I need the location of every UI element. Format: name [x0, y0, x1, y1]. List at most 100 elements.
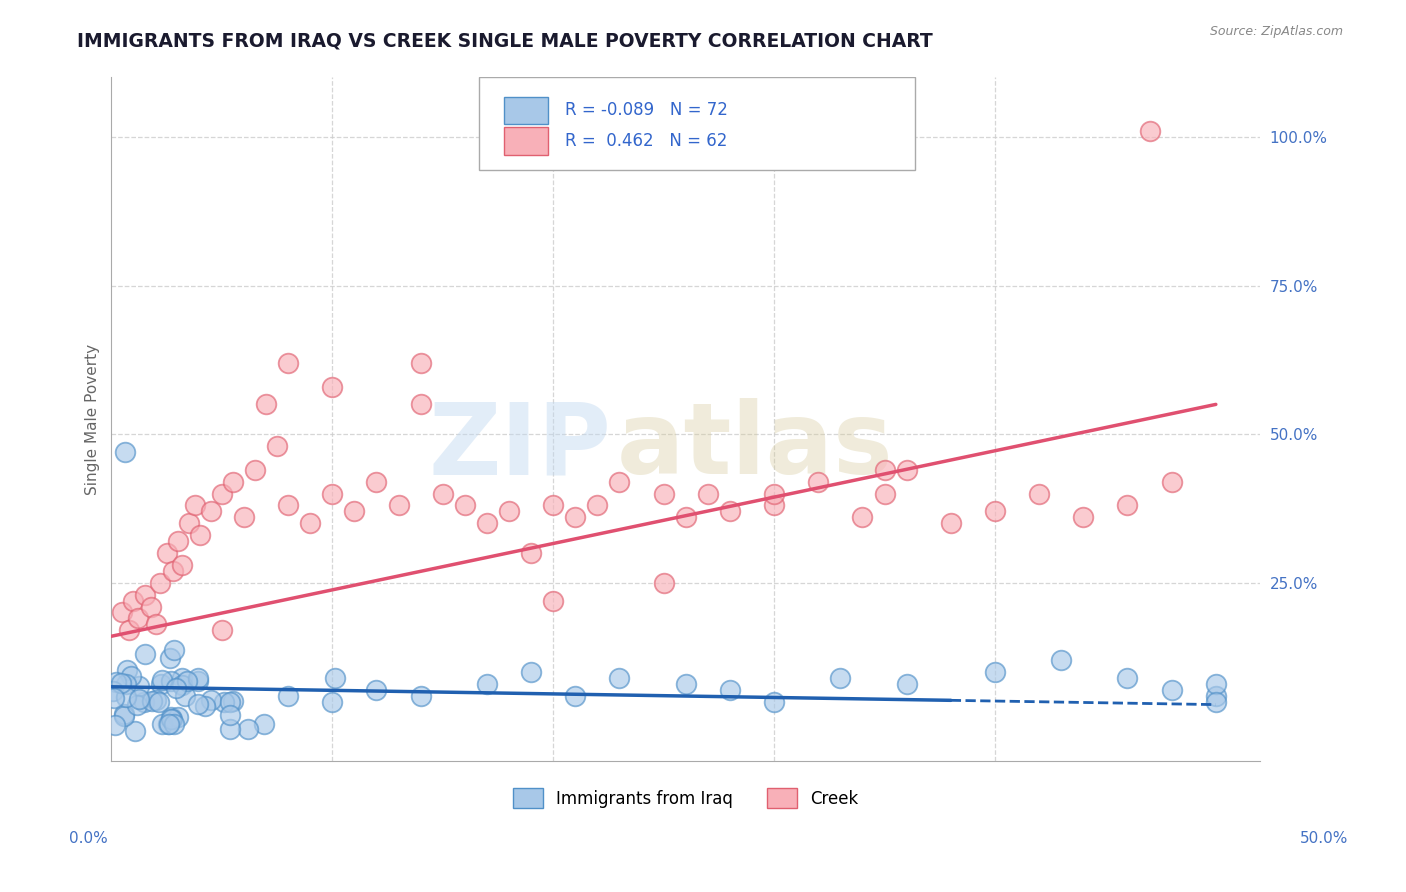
Point — [1050, 653, 1073, 667]
Point — [277, 689, 299, 703]
Point — [366, 682, 388, 697]
Point — [984, 504, 1007, 518]
Point — [763, 486, 786, 500]
Point — [675, 510, 697, 524]
Point — [830, 671, 852, 685]
Point — [114, 445, 136, 459]
Point — [807, 475, 830, 489]
Point — [409, 397, 432, 411]
Point — [134, 647, 156, 661]
Point — [156, 546, 179, 560]
Point — [105, 675, 128, 690]
Point — [173, 690, 195, 704]
Text: atlas: atlas — [617, 398, 893, 495]
Point — [134, 588, 156, 602]
Point — [432, 486, 454, 500]
Y-axis label: Single Male Poverty: Single Male Poverty — [86, 343, 100, 495]
Point — [718, 682, 741, 697]
FancyBboxPatch shape — [505, 128, 548, 154]
Point — [1160, 475, 1182, 489]
Legend: Immigrants from Iraq, Creek: Immigrants from Iraq, Creek — [506, 781, 865, 814]
Point — [696, 486, 718, 500]
Point — [149, 676, 172, 690]
Point — [564, 510, 586, 524]
Point — [1116, 499, 1139, 513]
Point — [200, 693, 222, 707]
Point — [321, 695, 343, 709]
Point — [221, 694, 243, 708]
Text: 50.0%: 50.0% — [1301, 831, 1348, 846]
Point — [254, 397, 277, 411]
Point — [188, 528, 211, 542]
Point — [1205, 677, 1227, 691]
Point — [763, 499, 786, 513]
Point — [873, 463, 896, 477]
Point — [541, 499, 564, 513]
Point — [222, 475, 245, 489]
Point — [145, 693, 167, 707]
Point — [266, 439, 288, 453]
Point — [366, 475, 388, 489]
Point — [163, 643, 186, 657]
Point — [122, 593, 145, 607]
Point — [141, 599, 163, 614]
Point — [763, 695, 786, 709]
Point — [159, 674, 181, 689]
Point — [115, 663, 138, 677]
Point — [498, 504, 520, 518]
Point — [170, 678, 193, 692]
Point — [409, 356, 432, 370]
Point — [277, 356, 299, 370]
Point — [134, 695, 156, 709]
FancyBboxPatch shape — [505, 96, 548, 124]
Point — [200, 504, 222, 518]
Point — [219, 695, 242, 709]
Point — [184, 499, 207, 513]
Point — [141, 694, 163, 708]
Point — [162, 712, 184, 726]
Text: ZIP: ZIP — [429, 398, 612, 495]
Point — [541, 593, 564, 607]
Point — [150, 673, 173, 687]
Point — [162, 564, 184, 578]
Point — [718, 504, 741, 518]
Point — [149, 575, 172, 590]
Point — [1139, 124, 1161, 138]
Text: R =  0.462   N = 62: R = 0.462 N = 62 — [565, 132, 727, 150]
Point — [214, 695, 236, 709]
Point — [984, 665, 1007, 679]
Point — [170, 671, 193, 685]
Point — [233, 510, 256, 524]
Point — [454, 499, 477, 513]
Point — [253, 717, 276, 731]
Point — [1116, 671, 1139, 685]
Point — [675, 677, 697, 691]
Point — [851, 510, 873, 524]
Point — [193, 699, 215, 714]
Point — [166, 534, 188, 549]
Point — [520, 665, 543, 679]
Point — [323, 671, 346, 685]
Point — [277, 499, 299, 513]
Point — [187, 674, 209, 689]
Point — [609, 475, 631, 489]
Point — [159, 651, 181, 665]
Point — [896, 463, 918, 477]
Point — [236, 723, 259, 737]
Point — [118, 624, 141, 638]
Point — [520, 546, 543, 560]
Point — [652, 575, 675, 590]
FancyBboxPatch shape — [479, 78, 915, 169]
Point — [211, 486, 233, 500]
Point — [104, 718, 127, 732]
Point — [564, 689, 586, 703]
Point — [176, 674, 198, 689]
Text: Source: ZipAtlas.com: Source: ZipAtlas.com — [1209, 25, 1343, 38]
Point — [1205, 695, 1227, 709]
Point — [187, 671, 209, 685]
Point — [166, 710, 188, 724]
Text: R = -0.089   N = 72: R = -0.089 N = 72 — [565, 102, 728, 120]
Text: 0.0%: 0.0% — [69, 831, 108, 846]
Point — [110, 675, 132, 690]
Point — [172, 558, 194, 572]
